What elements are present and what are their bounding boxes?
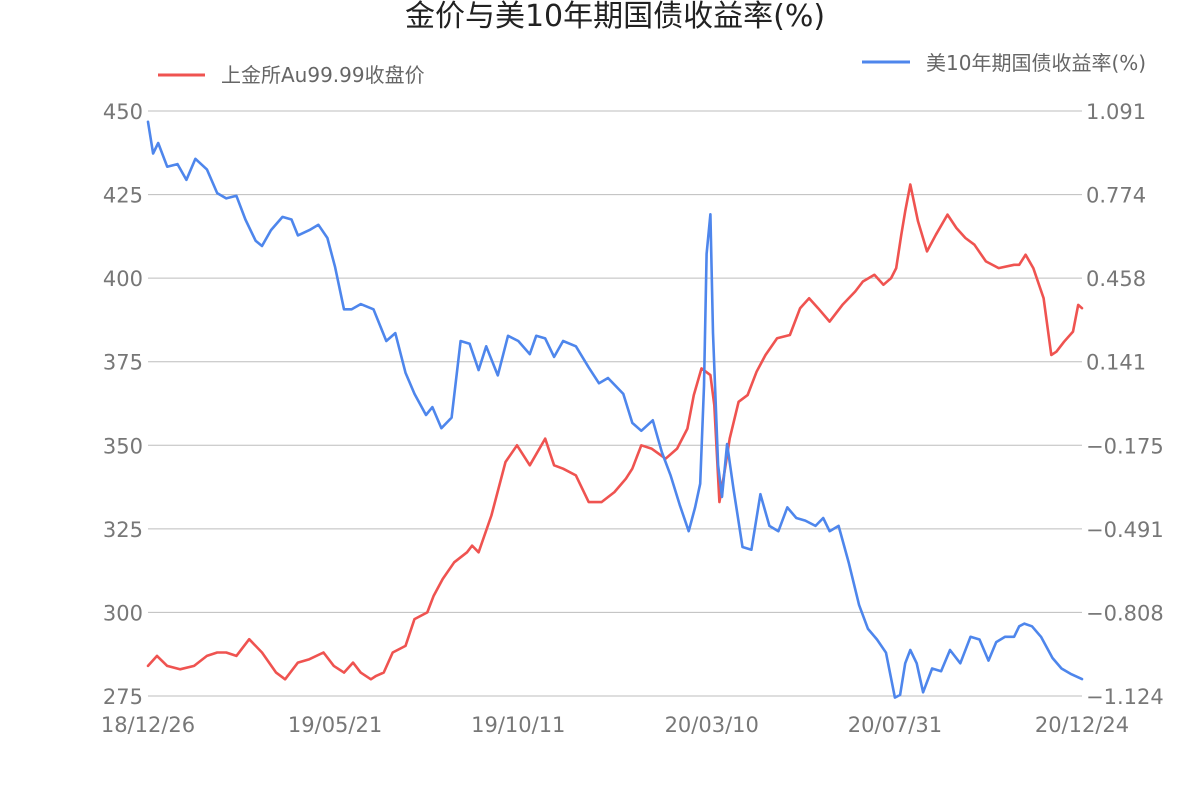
- x-tick-label: 19/10/11: [471, 713, 565, 737]
- right-axis-ticks: 1.091 0.774 0.458 0.141 −0.175 −0.491 −0.808 −1…: [1086, 100, 1164, 709]
- left-tick-label: 275: [103, 685, 143, 709]
- right-tick-label: 0.458: [1086, 267, 1146, 291]
- left-tick-label: 400: [103, 267, 143, 291]
- left-axis-ticks: 450 425 400 375 350 325 300 275: [103, 100, 143, 709]
- right-tick-label: 0.774: [1086, 184, 1146, 208]
- series-line-treasury-yield: [146, 120, 1084, 699]
- right-tick-label: 0.141: [1086, 351, 1146, 375]
- left-tick-label: 375: [103, 351, 143, 375]
- left-tick-label: 450: [103, 100, 143, 124]
- x-tick-label: 20/07/31: [848, 713, 942, 737]
- series-lines: [146, 120, 1084, 699]
- right-tick-label: −0.175: [1086, 434, 1164, 458]
- legend-right: 美10年期国债收益率(%): [862, 51, 1146, 75]
- gridlines: [148, 110, 1082, 697]
- right-tick-label: 1.091: [1086, 100, 1146, 124]
- x-tick-label: 19/05/21: [288, 713, 382, 737]
- legend-label-yield: 美10年期国债收益率(%): [926, 51, 1146, 75]
- chart-title: 金价与美10年期国债收益率(%): [405, 0, 825, 34]
- series-line-gold-price: [146, 183, 1084, 681]
- x-tick-label: 20/03/10: [665, 713, 759, 737]
- right-tick-label: −1.124: [1086, 685, 1164, 709]
- x-tick-label: 20/12/24: [1035, 713, 1129, 737]
- x-tick-label: 18/12/26: [101, 713, 195, 737]
- right-tick-label: −0.491: [1086, 518, 1164, 542]
- left-tick-label: 300: [103, 601, 143, 625]
- legend-label-gold: 上金所Au99.99收盘价: [221, 63, 425, 87]
- left-tick-label: 325: [103, 518, 143, 542]
- x-axis-ticks: 18/12/26 19/05/21 19/10/11 20/03/10 20/07/31…: [101, 713, 1129, 737]
- left-tick-label: 350: [103, 434, 143, 458]
- right-tick-label: −0.808: [1086, 601, 1164, 625]
- left-tick-label: 425: [103, 184, 143, 208]
- legend-left: 上金所Au99.99收盘价: [158, 63, 425, 87]
